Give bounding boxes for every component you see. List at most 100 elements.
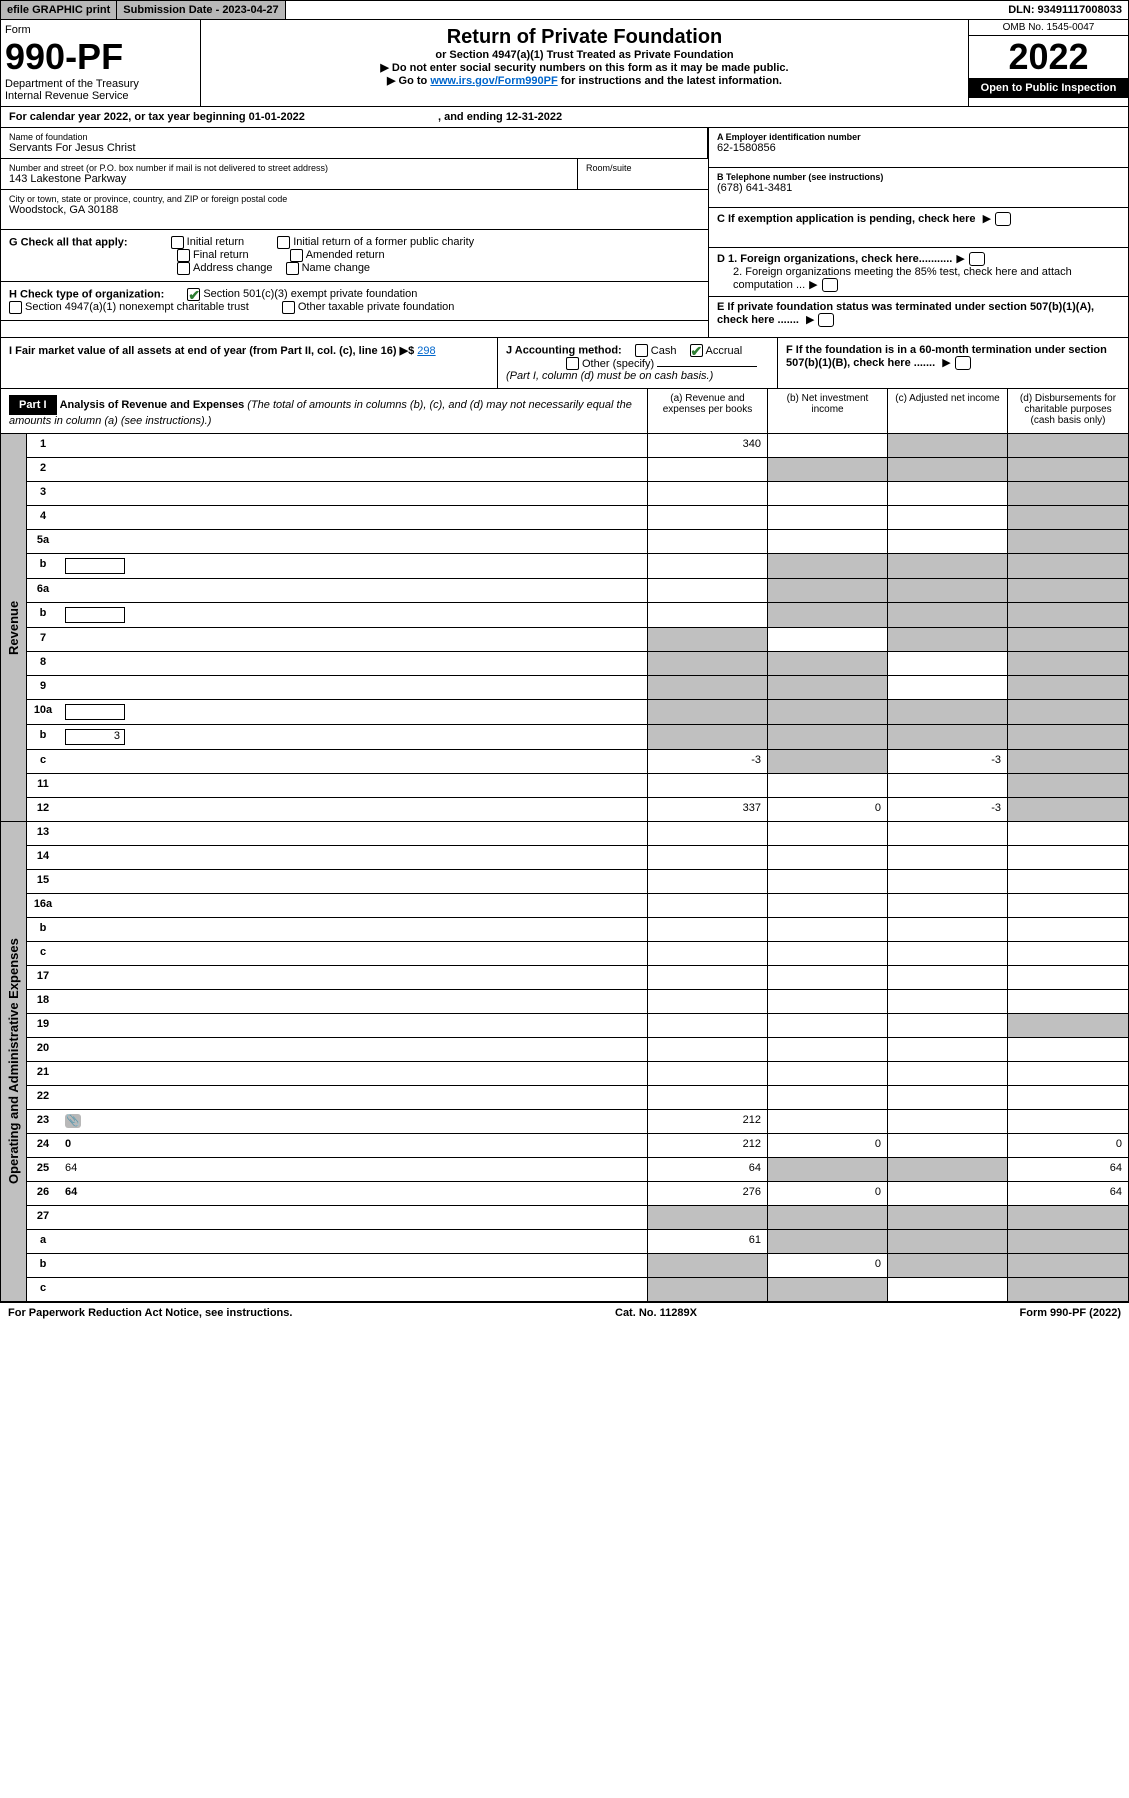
- value-cell-b: 0: [768, 1182, 888, 1205]
- checkbox-name-change[interactable]: [286, 262, 299, 275]
- value-cell-c: [888, 628, 1008, 651]
- value-cell-c: [888, 1134, 1008, 1157]
- value-cell-b: [768, 990, 888, 1013]
- line-number: 27: [27, 1206, 59, 1229]
- value-cell-c: [888, 1110, 1008, 1133]
- fmv-value: 298: [417, 345, 435, 357]
- line-number: 13: [27, 822, 59, 845]
- header-bar: efile GRAPHIC print Submission Date - 20…: [0, 0, 1129, 20]
- form-title: Return of Private Foundation: [207, 26, 962, 49]
- line-desc: [59, 652, 648, 675]
- value-cell-a: [648, 918, 768, 941]
- checkbox-e[interactable]: [818, 313, 834, 327]
- table-row: b: [26, 554, 1129, 579]
- table-row: c: [26, 1278, 1129, 1302]
- table-row: b 3: [26, 725, 1129, 750]
- checkbox-final[interactable]: [177, 249, 190, 262]
- value-cell-d: [1008, 458, 1128, 481]
- value-cell-d: [1008, 725, 1128, 749]
- checkbox-f[interactable]: [955, 356, 971, 370]
- form-header: Form 990-PF Department of the Treasury I…: [0, 20, 1129, 107]
- table-row: 123370-3: [26, 798, 1129, 822]
- table-row: 2664276064: [26, 1182, 1129, 1206]
- value-cell-b: [768, 846, 888, 869]
- value-cell-a: [648, 506, 768, 529]
- line-desc: [59, 1254, 648, 1277]
- checkbox-c[interactable]: [995, 212, 1011, 226]
- addr-label: Number and street (or P.O. box number if…: [9, 163, 569, 173]
- value-cell-c: [888, 579, 1008, 602]
- check-h-row: H Check type of organization: Section 50…: [1, 282, 708, 321]
- part1-header-row: Part I Analysis of Revenue and Expenses …: [0, 389, 1129, 434]
- line-desc: [59, 990, 648, 1013]
- checkbox-j-other[interactable]: [566, 357, 579, 370]
- value-cell-d: [1008, 774, 1128, 797]
- value-cell-d: [1008, 1062, 1128, 1085]
- line-desc: [59, 798, 648, 821]
- checkbox-d2[interactable]: [822, 278, 838, 292]
- value-cell-b: [768, 603, 888, 627]
- line-desc: [59, 870, 648, 893]
- checkbox-amended[interactable]: [290, 249, 303, 262]
- line-number: 20: [27, 1038, 59, 1061]
- value-cell-c: [888, 774, 1008, 797]
- line-number: 22: [27, 1086, 59, 1109]
- form-number: 990-PF: [5, 36, 196, 78]
- checkbox-initial[interactable]: [171, 236, 184, 249]
- value-cell-b: 0: [768, 1134, 888, 1157]
- value-cell-a: -3: [648, 750, 768, 773]
- value-cell-d: [1008, 1086, 1128, 1109]
- value-cell-c: -3: [888, 798, 1008, 821]
- line-number: 5a: [27, 530, 59, 553]
- efile-button[interactable]: efile GRAPHIC print: [1, 1, 117, 19]
- checkbox-other-tax[interactable]: [282, 301, 295, 314]
- value-cell-b: [768, 1110, 888, 1133]
- value-cell-c: [888, 1206, 1008, 1229]
- line-desc: [59, 676, 648, 699]
- checkbox-addr-change[interactable]: [177, 262, 190, 275]
- c-label: C If exemption application is pending, c…: [717, 213, 976, 225]
- paperclip-icon[interactable]: 📎: [65, 1114, 81, 1128]
- value-cell-a: [648, 579, 768, 602]
- checkbox-initial-former[interactable]: [277, 236, 290, 249]
- table-row: 19: [26, 1014, 1129, 1038]
- value-cell-a: 61: [648, 1230, 768, 1253]
- part1-badge: Part I: [9, 395, 57, 415]
- revenue-table: Revenue 13402345ab 6ab 78910a b 3c-3-311…: [0, 434, 1129, 822]
- col-c-hdr: (c) Adjusted net income: [888, 389, 1008, 433]
- value-cell-a: 337: [648, 798, 768, 821]
- info-section: Name of foundation Servants For Jesus Ch…: [0, 128, 1129, 338]
- line-number: 10a: [27, 700, 59, 724]
- checkbox-d1[interactable]: [969, 252, 985, 266]
- value-cell-c: [888, 725, 1008, 749]
- checkbox-4947[interactable]: [9, 301, 22, 314]
- value-cell-d: [1008, 750, 1128, 773]
- value-cell-c: [888, 1062, 1008, 1085]
- value-cell-a: [648, 482, 768, 505]
- value-cell-d: 0: [1008, 1134, 1128, 1157]
- value-cell-a: [648, 774, 768, 797]
- inline-amount-box: [65, 558, 125, 574]
- form-note1: ▶ Do not enter social security numbers o…: [207, 61, 962, 74]
- line-desc: [59, 506, 648, 529]
- form-link[interactable]: www.irs.gov/Form990PF: [430, 75, 557, 87]
- value-cell-c: [888, 918, 1008, 941]
- value-cell-b: [768, 870, 888, 893]
- value-cell-c: [888, 1014, 1008, 1037]
- value-cell-b: [768, 700, 888, 724]
- line-number: 3: [27, 482, 59, 505]
- value-cell-b: [768, 482, 888, 505]
- line-desc: 64: [59, 1182, 648, 1205]
- value-cell-c: [888, 1230, 1008, 1253]
- value-cell-a: [648, 628, 768, 651]
- line-desc: [59, 603, 648, 627]
- line-desc: [59, 579, 648, 602]
- value-cell-d: [1008, 603, 1128, 627]
- value-cell-d: [1008, 628, 1128, 651]
- line-desc: [59, 628, 648, 651]
- checkbox-cash[interactable]: [635, 344, 648, 357]
- value-cell-c: -3: [888, 750, 1008, 773]
- checkbox-accrual[interactable]: [690, 344, 703, 357]
- suite-label: Room/suite: [586, 163, 700, 173]
- checkbox-501c3[interactable]: [187, 288, 200, 301]
